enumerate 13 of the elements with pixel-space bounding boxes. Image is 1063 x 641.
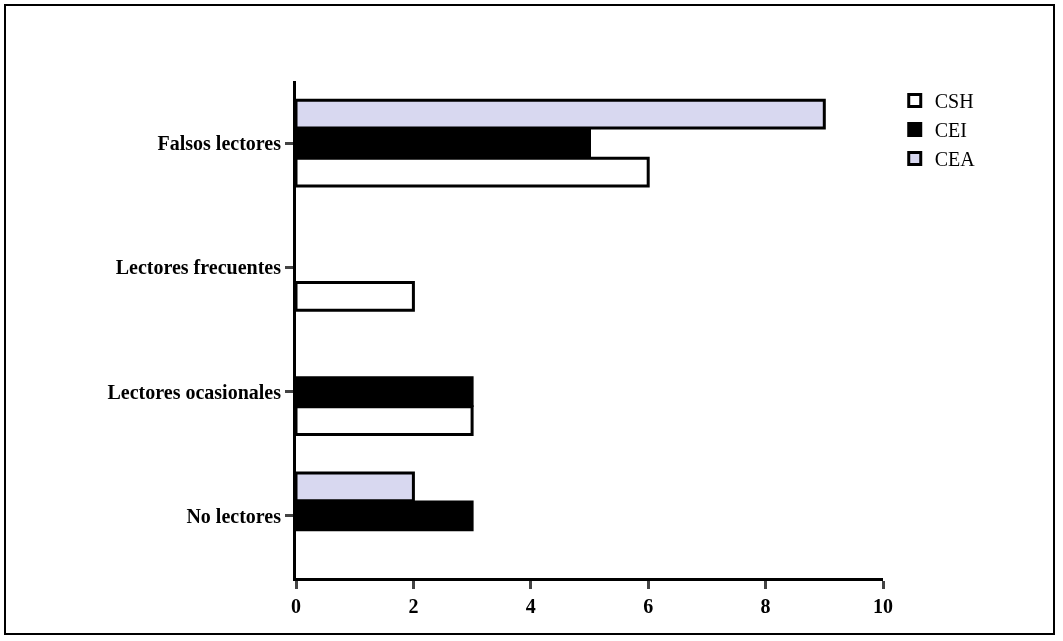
x-tick-label: 10 <box>873 595 893 617</box>
x-tick-label: 6 <box>643 595 654 617</box>
legend-label: CSH <box>934 90 974 113</box>
y-tick-label: Lectores frecuentes <box>115 256 282 279</box>
legend-label: CEA <box>934 148 976 171</box>
y-tick-label: Falsos lectores <box>157 132 282 155</box>
y-tick-label: No lectores <box>186 504 282 527</box>
legend-label: CEI <box>934 119 967 142</box>
x-tick-label: 0 <box>291 595 301 617</box>
y-tick-label: Lectores ocasionales <box>107 380 282 403</box>
x-tick-label: 4 <box>525 595 536 617</box>
x-tick-label: 2 <box>408 595 419 617</box>
x-tick-label: 8 <box>760 595 771 617</box>
